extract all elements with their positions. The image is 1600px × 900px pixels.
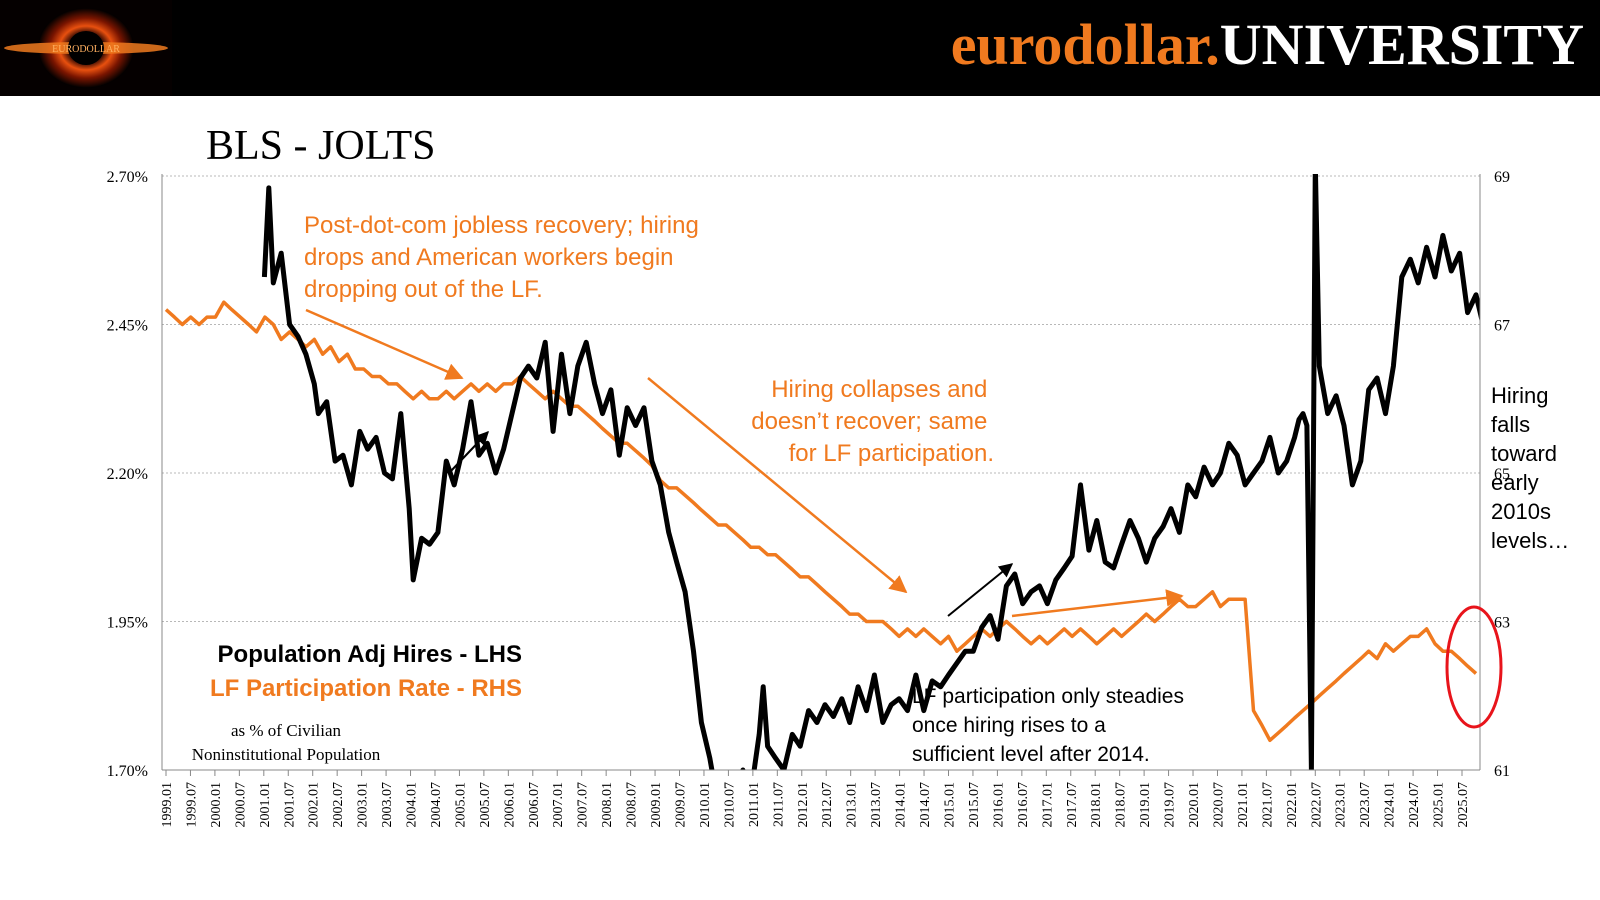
x-axis-tick-label: 2013.01 [845,782,860,828]
x-axis-tick-label: 2021.01 [1236,782,1251,828]
x-axis-tick-label: 2012.01 [796,782,811,828]
x-axis-tick-label: 2014.07 [918,782,933,828]
x-axis-tick-label: 2018.07 [1114,782,1129,828]
x-axis-tick-label: 2002.07 [331,782,346,828]
x-axis-tick-label: 2004.07 [429,782,444,828]
x-axis-tick-label: 2024.07 [1407,782,1422,828]
left-axis-ticks: 2.70% 2.45% 2.20% 1.95% 1.70% [107,169,148,780]
arrow-lf-steadies [1011,589,1184,618]
x-axis-tick-label: 2010.01 [698,782,713,828]
hires-series-line [261,174,1480,770]
x-axis-tick-label: 2010.07 [722,782,737,828]
annotation-collapse: Hiring collapses and doesn’t recover; sa… [751,376,994,467]
slide-title: BLS - JOLTS [206,123,436,169]
x-axis-tick-label: 2008.01 [600,782,615,828]
x-axis-tick-label: 2021.07 [1260,782,1275,828]
right-axis-tick-label: 61 [1494,763,1510,780]
left-axis-tick-label: 2.70% [107,169,148,186]
x-axis-tick-label: 2022.01 [1285,782,1300,828]
x-axis-tick-label: 2025.01 [1432,782,1447,828]
x-axis-tick-label: 1999.01 [160,782,175,828]
arrow-hiring-rise-2004 [449,430,489,473]
x-axis-tick-label: 2017.07 [1065,782,1080,828]
x-axis-tick-label: 2020.07 [1211,782,1226,828]
x-axis-tick-label: 2001.07 [282,782,297,828]
x-axis-tick-label: 2022.07 [1309,782,1324,828]
lfpr-series-line [164,300,1478,743]
x-axis-tick-label: 2001.01 [258,782,273,828]
x-axis-tick-label: 2019.07 [1163,782,1178,828]
x-axis-tick-label: 2007.01 [551,782,566,828]
x-axis-tick-label: 2009.07 [674,782,689,828]
left-axis-tick-label: 2.20% [107,466,148,483]
x-axis-tick-label: 2019.01 [1138,782,1153,828]
left-axis-tick-label: 1.95% [107,615,148,632]
header-banner: EURODOLLAR eurodollar.UNIVERSITY [0,0,1600,96]
legend-note-line1: as % of Civilian [231,721,342,740]
x-axis-tick-label: 2014.01 [894,782,909,828]
brand-part1: eurodollar. [950,12,1220,77]
x-axis-tick-label: 2015.07 [967,782,982,828]
x-axis-tick-label: 2011.07 [771,782,786,827]
x-axis-tick-label: 2016.07 [1016,782,1031,828]
x-axis-tick-label: 2025.07 [1456,782,1471,828]
x-axis-tick-label: 2012.07 [820,782,835,828]
highlight-circle [1445,605,1503,729]
arrow-hiring-rise-2014 [947,563,1014,617]
x-axis-tick-label: 2006.01 [502,782,517,828]
annotation-falls: Hiring falls toward early 2010s levels… [1491,383,1569,553]
left-axis-tick-label: 2.45% [107,318,148,335]
arrow-dotcom [305,308,464,380]
x-axis-tick-label: 2013.07 [869,782,884,828]
x-axis-tick-label: 2003.01 [356,782,371,828]
x-axis-tick-label: 2005.07 [478,782,493,828]
legend-lfpr: LF Participation Rate - RHS [210,675,522,702]
x-axis-tick-label: 2000.01 [209,782,224,828]
x-axis-tick-label: 2000.07 [233,782,248,828]
x-axis-tick-label: 2023.01 [1334,782,1349,828]
svg-text:EURODOLLAR: EURODOLLAR [52,44,120,55]
chart: 2.70% 2.45% 2.20% 1.95% 1.70% 69 67 65 63 61 199… [107,169,1570,828]
x-axis-tick-label: 2008.07 [625,782,640,828]
annotation-steadies: LF participation only steadies once hiri… [912,685,1190,766]
legend-hires: Population Adj Hires - LHS [218,641,522,668]
x-axis-tick-label: 2005.01 [453,782,468,828]
x-axis-tick-label: 2015.01 [942,782,957,828]
right-axis-tick-label: 65 [1494,466,1510,483]
right-axis-tick-label: 63 [1494,615,1510,632]
right-axis-ticks: 69 67 65 63 61 [1494,169,1510,780]
x-axis-tick-label: 2020.01 [1187,782,1202,828]
x-axis-tick-label: 2004.01 [405,782,420,828]
brand-wordmark: eurodollar.UNIVERSITY [951,10,1584,80]
x-axis-ticks: 1999.01 1999.07 2000.01 2000.07 2001.01 2001.… [160,770,1471,828]
x-axis-tick-label: 2009.01 [649,782,664,828]
right-axis-tick-label: 67 [1494,318,1510,335]
x-axis-tick-label: 2018.01 [1089,782,1104,828]
x-axis-tick-label: 2023.07 [1358,782,1373,828]
left-axis-tick-label: 1.70% [107,763,148,780]
legend-note-line2: Noninstitutional Population [192,745,381,764]
x-axis-tick-label: 2007.07 [576,782,591,828]
x-axis-tick-label: 2011.01 [747,782,762,827]
x-axis-tick-label: 2006.07 [527,782,542,828]
right-axis-tick-label: 69 [1494,169,1510,186]
annotation-dotcom: Post-dot-com jobless recovery; hiring dr… [304,212,706,303]
brand-part2: UNIVERSITY [1219,12,1584,77]
x-axis-tick-label: 1999.07 [184,782,199,828]
x-axis-tick-label: 2024.01 [1383,782,1398,828]
arrow-collapse [647,377,908,594]
x-axis-tick-label: 2016.01 [991,782,1006,828]
x-axis-tick-label: 2002.01 [307,782,322,828]
black-hole-logo-icon: EURODOLLAR [0,0,172,96]
x-axis-tick-label: 2003.07 [380,782,395,828]
x-axis-tick-label: 2017.01 [1040,782,1055,828]
